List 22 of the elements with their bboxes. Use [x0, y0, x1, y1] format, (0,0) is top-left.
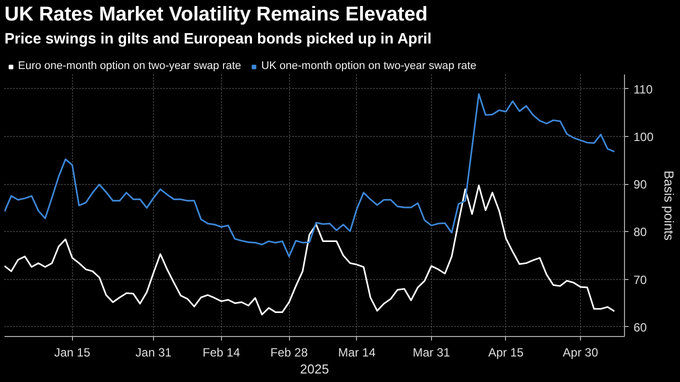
x-tick-label: Jan 31 [136, 346, 172, 360]
x-axis-title: 2025 [300, 362, 329, 376]
y-tick-label: 70 [634, 272, 648, 287]
y-tick-label: 110 [634, 82, 653, 96]
legend-label: UK one-month option on two-year swap rate [261, 60, 476, 72]
x-tick-label: Apr 30 [562, 346, 598, 360]
y-tick-label: 60 [634, 320, 648, 334]
chart-title: UK Rates Market Volatility Remains Elevated [4, 4, 428, 26]
y-tick-label: 80 [634, 225, 648, 240]
y-tick-label: 100 [634, 130, 654, 144]
y-tick-label: 90 [634, 178, 648, 192]
x-tick-label: Jan 15 [54, 346, 91, 360]
x-tick-label: Mar 14 [338, 346, 376, 360]
line-series [4, 184, 616, 316]
x-tick-label: Apr 15 [488, 346, 524, 360]
x-tick-label: Mar 31 [412, 346, 450, 360]
x-tick-label: Feb 28 [270, 346, 308, 360]
chart-subtitle: Price swings in gilts and European bonds picked up in April [4, 30, 432, 48]
legend-label: Euro one-month option on two-year swap rate [18, 60, 242, 72]
line-series [4, 93, 616, 258]
x-tick-label: Feb 14 [202, 346, 240, 360]
y-axis-title: Basis points [662, 170, 677, 242]
